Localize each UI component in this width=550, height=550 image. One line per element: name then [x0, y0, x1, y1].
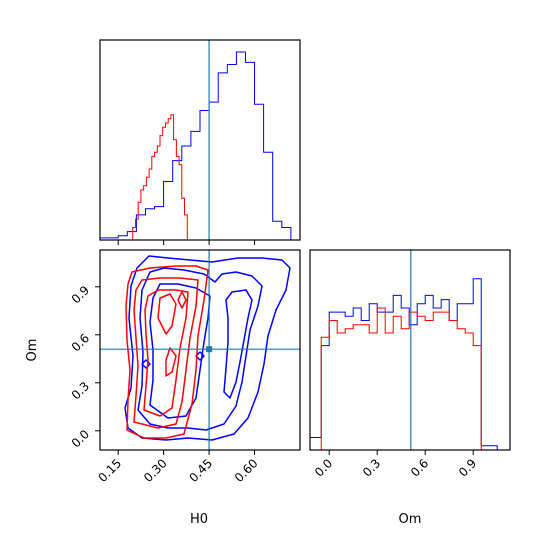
- om-hist-xtick-label-1: 0.3: [360, 456, 383, 479]
- y-axis-label-om: Om: [25, 339, 40, 362]
- truth-marker: [206, 346, 213, 353]
- h0-histogram-red: [132, 114, 188, 240]
- blue-contour-inner-1: [141, 359, 151, 369]
- blue-contour-1: [137, 267, 263, 431]
- om-histogram-red: [310, 307, 510, 451]
- om-hist-xtick-label-0: 0.0: [312, 456, 335, 479]
- om-hist-xtick-label-3: 0.9: [456, 456, 479, 479]
- red-contour-1: [133, 277, 199, 429]
- om-histogram-frame: [309, 249, 511, 451]
- contour-ytick-label-0: 0.0: [69, 427, 92, 450]
- red-contour-5: [177, 291, 187, 309]
- h0-histogram-panel: [99, 39, 301, 245]
- h0-om-contour-panel: 0.15 0.30 0.45 0.60 0.0 0.3 0.6 0.9: [69, 249, 301, 485]
- x-axis-label-om: Om: [399, 512, 422, 527]
- red-contour-0: [125, 265, 209, 439]
- blue-contour-0: [124, 255, 291, 441]
- contour-xtick-label-1: 0.30: [141, 456, 170, 485]
- om-histogram-panel: 0.0 0.3 0.6 0.9: [309, 249, 511, 480]
- contour-ytick-label-2: 0.6: [69, 331, 92, 354]
- contour-xtick-label-2: 0.45: [186, 456, 215, 485]
- contour-ytick-label-1: 0.3: [69, 379, 92, 402]
- red-contour-4: [165, 347, 177, 377]
- contour-ytick-label-3: 0.9: [69, 283, 92, 306]
- contour-xtick-label-0: 0.15: [96, 456, 125, 485]
- om-histogram-blue: [309, 278, 510, 451]
- h0-histogram-frame: [99, 39, 301, 241]
- h0-histogram-blue: [99, 51, 300, 241]
- blue-contour-inner-0: [223, 289, 253, 399]
- blue-contour-inner-2: [195, 351, 205, 361]
- x-axis-label-h0: H0: [190, 512, 208, 527]
- om-hist-xtick-label-2: 0.6: [408, 456, 431, 479]
- contour-frame: [99, 249, 301, 451]
- contour-xtick-label-3: 0.60: [232, 456, 261, 485]
- red-contour-3: [157, 293, 177, 335]
- red-contour-2: [143, 289, 189, 417]
